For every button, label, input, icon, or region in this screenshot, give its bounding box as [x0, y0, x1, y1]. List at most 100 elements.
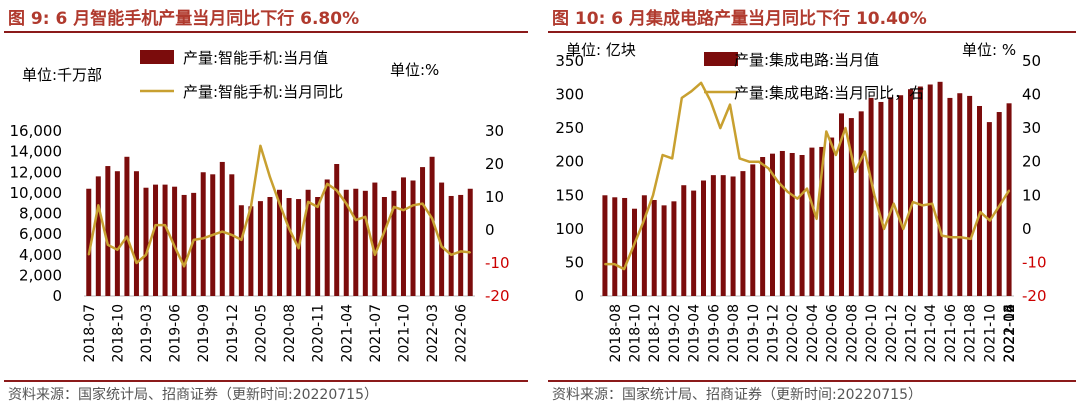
bar	[238, 205, 244, 296]
x-tick-label: 2020-05	[253, 304, 269, 363]
bar	[381, 197, 387, 296]
bar	[760, 157, 766, 296]
x-tick-label: 2019-08	[726, 304, 742, 363]
x-tick-label: 2022-06	[1002, 304, 1018, 363]
line-point	[250, 206, 252, 208]
chart-title: 图 10: 6 月集成电路产量当月同比下行 10.40%	[552, 9, 927, 29]
bar	[779, 150, 785, 296]
line-point	[87, 253, 90, 256]
line-point	[173, 245, 176, 248]
x-tick-label: 2019-10	[746, 304, 762, 363]
bar	[799, 155, 805, 296]
line-point	[326, 183, 328, 185]
x-tick-label: 2020-12	[884, 304, 900, 363]
line-point	[921, 204, 924, 207]
source-note: 资料来源：国家统计局、招商证券（更新时间:20220715）	[552, 387, 922, 403]
x-tick-label: 2019-12	[225, 304, 241, 363]
line-point	[661, 154, 664, 156]
bar	[829, 137, 835, 296]
bar	[750, 164, 756, 296]
line-point	[892, 202, 895, 205]
line-point	[107, 244, 109, 246]
line-point	[288, 227, 290, 230]
x-tick-label: 2019-09	[196, 304, 212, 363]
bar	[977, 105, 982, 296]
bar	[143, 187, 149, 296]
right-axis-tick: 0	[1022, 220, 1032, 238]
bar	[868, 97, 874, 296]
line-point	[700, 82, 702, 84]
line-point	[431, 217, 433, 220]
line-point	[969, 238, 972, 240]
x-tick-label: 2021-10	[982, 304, 998, 363]
right-axis-tick: 20	[485, 155, 504, 173]
line-point	[998, 204, 1001, 207]
line-point	[758, 160, 760, 163]
bar	[927, 84, 933, 296]
bar	[651, 199, 657, 296]
x-tick-label: 2020-04	[805, 304, 821, 363]
bar	[429, 156, 435, 296]
bar	[632, 208, 637, 296]
line-point	[259, 145, 262, 147]
right-axis-tick: 50	[1022, 52, 1041, 70]
left-axis-tick: 6,000	[19, 225, 62, 243]
bar	[439, 182, 445, 296]
bar	[691, 190, 697, 296]
x-tick-label: 2022-04	[1002, 304, 1018, 363]
bar	[133, 171, 139, 296]
left-axis-tick: 2,000	[19, 266, 62, 284]
bar	[153, 184, 159, 296]
line-point	[912, 201, 914, 203]
line-point	[354, 219, 357, 221]
x-tick-label: 2021-02	[904, 304, 920, 363]
line-point	[902, 228, 905, 230]
bar	[720, 175, 726, 296]
bar	[305, 189, 311, 296]
x-tick-label: 2022-03	[425, 304, 441, 363]
x-tick-label: 2022-02	[1002, 304, 1018, 363]
bar	[612, 197, 618, 296]
chart-panel-left: 图 9: 6 月智能手机产量当月同比下行 6.80% 0 2,000 4,000 6,…	[0, 0, 532, 412]
bar	[420, 167, 426, 296]
legend-label: 产量:集成电路:当月值	[734, 51, 879, 69]
line-point	[738, 157, 741, 160]
bar	[343, 189, 349, 296]
line-point	[873, 194, 876, 197]
bar	[819, 146, 825, 296]
bar	[789, 152, 795, 296]
bar	[267, 197, 273, 296]
x-tick-label: 2021-06	[943, 304, 959, 363]
bar	[641, 195, 647, 296]
legend-label: 产量:集成电路:当月同比，右	[734, 84, 924, 102]
right-axis-tick: -20	[485, 287, 510, 305]
x-tick-label: 2020-11	[311, 304, 327, 363]
x-tick-label: 2022-06	[454, 304, 470, 363]
line-point	[126, 235, 128, 238]
bar	[124, 156, 130, 296]
bar	[391, 190, 397, 296]
left-unit-label: 单位: 亿块	[566, 41, 636, 59]
x-tick-label: 2021-04	[339, 304, 355, 363]
x-tick-label: 2021-04	[923, 304, 939, 363]
line-point	[402, 209, 405, 211]
left-axis-tick: 14,000	[10, 143, 63, 161]
ic-chart: 0 50 100 150 200 250 300 350 -20 -10 0 10 20 30 40 50 20…	[555, 41, 1046, 363]
bar	[334, 164, 340, 296]
right-axis-tick: 30	[1022, 119, 1041, 137]
bar	[957, 93, 963, 296]
line-point	[450, 253, 452, 256]
line-point	[278, 202, 281, 205]
right-axis-tick: 10	[485, 188, 504, 206]
x-tick-label: 2021-10	[396, 304, 412, 363]
bar	[848, 118, 854, 296]
bar	[162, 184, 168, 296]
left-axis-tick: 50	[565, 253, 584, 271]
line-point	[777, 181, 779, 183]
line-point	[632, 244, 635, 247]
line-point	[854, 170, 856, 173]
line-point	[192, 239, 195, 241]
bar	[277, 189, 282, 296]
right-axis-tick: 30	[485, 122, 504, 140]
line-point	[604, 263, 606, 265]
